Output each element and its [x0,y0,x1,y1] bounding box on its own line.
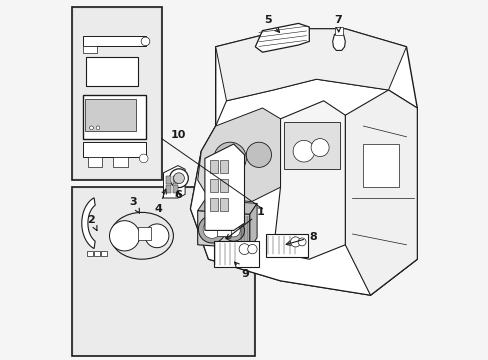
Circle shape [213,142,246,175]
Bar [82,46,97,53]
Text: 6: 6 [174,190,182,200]
Bar [82,95,145,139]
Polygon shape [345,90,416,295]
Bar [94,251,100,256]
Circle shape [141,37,149,46]
Circle shape [298,238,305,246]
Polygon shape [197,200,257,214]
Circle shape [223,220,244,241]
Circle shape [139,154,148,163]
Circle shape [89,126,93,130]
Text: 4: 4 [155,189,166,214]
Text: 5: 5 [264,15,279,32]
Text: 2: 2 [87,215,97,230]
Bar [265,234,307,257]
Circle shape [310,139,328,157]
Bar [213,241,258,267]
Polygon shape [197,108,280,202]
Circle shape [109,221,140,251]
Polygon shape [163,166,185,198]
Ellipse shape [110,212,173,259]
Circle shape [290,237,300,247]
Bar [82,142,145,157]
Polygon shape [190,29,416,295]
Text: 3: 3 [129,197,139,213]
Circle shape [145,224,168,248]
Bar [88,157,102,167]
Bar [73,189,253,355]
Bar [210,160,218,173]
Polygon shape [81,198,95,248]
Bar [82,36,145,46]
Text: 9: 9 [234,262,249,279]
Text: 1: 1 [225,207,264,239]
Polygon shape [197,211,249,248]
Circle shape [96,126,100,130]
Circle shape [247,244,257,254]
Bar [113,157,127,167]
Bar [220,179,227,192]
Bar [85,99,136,131]
Bar [284,122,339,169]
Bar [217,222,231,236]
Circle shape [169,169,188,188]
Bar [73,9,160,178]
Text: 8: 8 [285,232,316,246]
Circle shape [173,173,184,184]
Bar [220,160,227,173]
Polygon shape [255,23,309,52]
Circle shape [89,126,93,130]
Bar [166,176,171,184]
Polygon shape [249,203,257,248]
Polygon shape [190,79,416,295]
Bar [220,198,227,211]
Bar [101,251,107,256]
Polygon shape [273,101,345,259]
Polygon shape [332,34,345,50]
Bar [210,179,218,192]
Bar [72,187,255,356]
Bar [137,227,151,240]
Circle shape [239,244,249,255]
Bar [363,144,399,187]
Circle shape [96,126,100,130]
Bar [87,251,92,256]
Bar [166,185,171,193]
Text: 10: 10 [170,130,186,140]
Bar [172,185,178,193]
Bar [335,27,343,35]
Bar [210,198,218,211]
Circle shape [292,140,314,162]
Polygon shape [204,144,244,230]
Bar [86,57,138,86]
Circle shape [198,216,225,243]
Circle shape [227,224,240,237]
Circle shape [203,220,221,238]
Text: 7: 7 [333,15,341,32]
Bar [172,176,178,184]
Polygon shape [215,29,406,101]
Circle shape [246,142,271,167]
Bar [72,7,162,180]
